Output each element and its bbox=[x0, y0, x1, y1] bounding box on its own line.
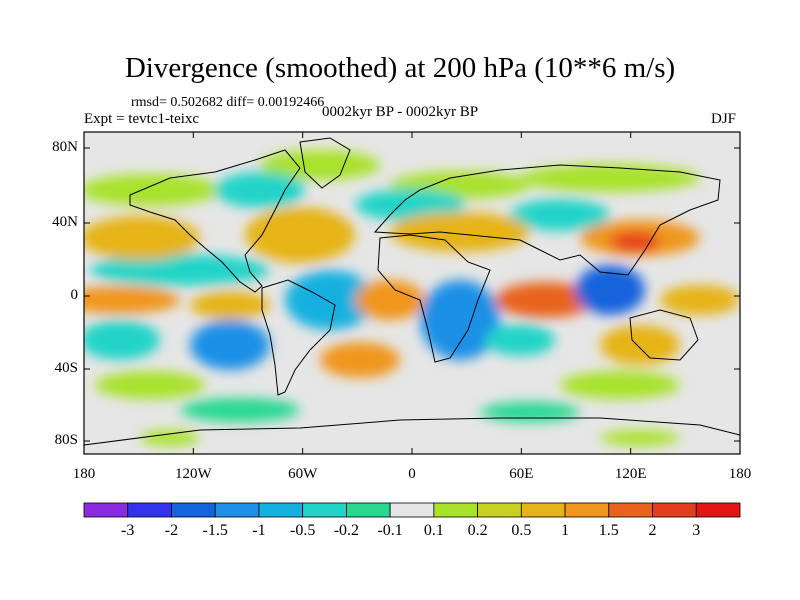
colorbar-label: -1 bbox=[252, 522, 266, 539]
lat-tick-label: 0 bbox=[70, 287, 79, 303]
field-blob bbox=[355, 280, 425, 320]
coastline-australia bbox=[629, 309, 699, 361]
field-blob bbox=[390, 212, 530, 252]
colorbar-label: -1.5 bbox=[202, 522, 228, 539]
field-blob bbox=[600, 430, 680, 446]
lat-tick-label: 80S bbox=[54, 432, 78, 448]
field-blob bbox=[90, 254, 270, 286]
lat-tick-label: 40N bbox=[52, 214, 78, 230]
coastline-greenland bbox=[299, 137, 351, 189]
colorbar-label: 1 bbox=[561, 522, 570, 539]
experiment-label: Expt = tevtc1-teixc bbox=[84, 111, 200, 127]
lon-tick-label: 180 bbox=[728, 466, 752, 482]
field-blob bbox=[215, 172, 305, 208]
colorbar-swatch bbox=[695, 502, 741, 518]
field-blob bbox=[140, 430, 200, 446]
colorbar bbox=[83, 502, 741, 518]
colorbar-swatch bbox=[477, 502, 522, 518]
field-blob bbox=[190, 291, 270, 319]
axis-ticks bbox=[83, 132, 741, 454]
field-blob bbox=[180, 398, 300, 422]
field-blob bbox=[285, 270, 375, 330]
field-blob bbox=[575, 265, 645, 315]
field-blob bbox=[560, 371, 680, 399]
colorbar-label: 3 bbox=[692, 522, 701, 539]
colorbar-swatch bbox=[564, 502, 610, 518]
colorbar-swatch bbox=[608, 502, 653, 518]
coastline-north-america bbox=[129, 149, 301, 293]
field-blob bbox=[600, 325, 680, 365]
colorbar-swatch bbox=[171, 502, 216, 518]
coastline-south-america bbox=[261, 279, 336, 396]
coastline-eurasia bbox=[373, 164, 721, 276]
colorbar-label: -3 bbox=[121, 522, 135, 539]
lon-tick-label: 120W bbox=[174, 466, 212, 482]
field-blob bbox=[190, 320, 270, 370]
field-blob bbox=[84, 174, 220, 206]
field-blob bbox=[480, 402, 580, 422]
field-blob bbox=[660, 285, 740, 315]
colorbar-swatch bbox=[258, 502, 304, 518]
divergence-field bbox=[84, 137, 740, 446]
field-blob bbox=[510, 199, 610, 231]
colorbar-swatch bbox=[345, 502, 391, 518]
field-blob bbox=[485, 324, 555, 356]
lon-tick-label: 120E bbox=[614, 466, 647, 482]
colorbar-label: -0.2 bbox=[333, 522, 360, 539]
coastlines bbox=[84, 137, 740, 446]
field-blob bbox=[420, 280, 500, 360]
colorbar-label: -0.1 bbox=[377, 522, 403, 539]
field-blob bbox=[245, 207, 355, 263]
colorbar-label: 1.5 bbox=[598, 522, 619, 539]
field-blob bbox=[95, 371, 205, 399]
colorbar-label: 0.5 bbox=[511, 522, 532, 539]
colorbar-swatch bbox=[214, 502, 260, 518]
colorbar-label: 0.2 bbox=[467, 522, 488, 539]
colorbar-swatch bbox=[389, 502, 435, 518]
coastline-antarctica bbox=[84, 417, 740, 446]
field-blob bbox=[520, 164, 700, 192]
lon-tick-label: 60E bbox=[509, 466, 534, 482]
colorbar-label: 0.1 bbox=[423, 522, 444, 539]
lon-tick-label: 180 bbox=[72, 466, 96, 482]
field-blob bbox=[84, 286, 180, 314]
field-blob bbox=[355, 189, 465, 221]
colorbar-label: 2 bbox=[648, 522, 657, 539]
colorbar-swatch bbox=[83, 502, 129, 518]
lat-tick-label: 80N bbox=[52, 139, 78, 155]
period-label: 0002kyr BP - 0002kyr BP bbox=[321, 104, 479, 120]
colorbar-swatch bbox=[127, 502, 172, 518]
field-blob bbox=[84, 320, 160, 360]
colorbar-swatch bbox=[433, 502, 479, 518]
colorbar-swatch bbox=[302, 502, 347, 518]
colorbar-swatch bbox=[652, 502, 697, 518]
lat-tick-label: 40S bbox=[54, 360, 78, 376]
field-blob bbox=[320, 342, 400, 378]
field-blob bbox=[495, 282, 595, 318]
colorbar-label: -2 bbox=[164, 522, 179, 539]
plot-title: Divergence (smoothed) at 200 hPa (10**6 … bbox=[124, 52, 676, 84]
field-blob bbox=[84, 216, 200, 260]
stats-label: rmsd= 0.502682 diff= 0.00192466 bbox=[131, 95, 325, 110]
lon-tick-label: 0 bbox=[408, 466, 416, 482]
season-label: DJF bbox=[711, 111, 737, 127]
colorbar-label: -0.5 bbox=[289, 522, 316, 539]
coastline-africa bbox=[377, 234, 491, 363]
lon-tick-label: 60W bbox=[288, 466, 318, 482]
field-blob bbox=[260, 150, 380, 180]
colorbar-swatch bbox=[520, 502, 566, 518]
field-blob bbox=[610, 232, 660, 252]
